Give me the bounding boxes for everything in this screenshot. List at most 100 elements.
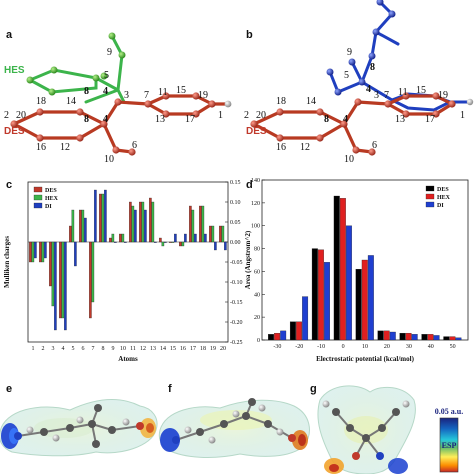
chart-c-ytick: 0.15	[230, 180, 241, 186]
svg-text:14: 14	[66, 96, 76, 107]
chart-d-bar-des	[443, 336, 450, 341]
svg-text:13: 13	[395, 114, 405, 125]
esp-surface-f	[158, 399, 310, 458]
chart-d-xtick: -10	[317, 344, 325, 350]
esp-surface-g	[317, 385, 416, 474]
chart-d-bar-di	[389, 331, 396, 341]
chart-c-legend-label: DI	[45, 204, 52, 210]
svg-text:4: 4	[343, 114, 348, 125]
chart-d-bar-hex	[296, 321, 302, 341]
chart-c-bar-des	[69, 225, 72, 243]
chart-c-bar-di	[94, 189, 97, 243]
chart-c-bar-di	[134, 209, 137, 243]
chart-c-ytick: -0.25	[230, 340, 243, 346]
panel-f: f	[158, 383, 310, 458]
panel-f-label: f	[168, 383, 172, 395]
panel-d: d 0 20 40 60 80 100 120 140 -30 -20 -10 0 10 20 30 40 50…	[244, 178, 469, 363]
svg-text:17: 17	[425, 114, 435, 125]
chart-c-bar-hex	[121, 233, 125, 243]
chart-d-bar-des	[311, 248, 318, 341]
chart-d-bar-hex	[383, 330, 390, 341]
chart-d-xtick: 30	[406, 344, 412, 350]
chart-c-bar-hex	[101, 193, 105, 243]
chart-c-xtick: 20	[220, 346, 226, 352]
chart-d-bar-hex	[361, 259, 368, 341]
chart-c-bar-di	[194, 233, 197, 243]
chart-d-bar-hex	[274, 332, 281, 341]
chart-c-xtick: 14	[160, 346, 166, 352]
chart-d-bar-di	[367, 255, 374, 341]
svg-text:15: 15	[176, 85, 186, 96]
des-atoms-b	[250, 92, 456, 156]
svg-text:12: 12	[300, 142, 310, 153]
chart-c-bar-di	[104, 189, 107, 243]
chart-c-bar-di	[84, 217, 87, 243]
chart-c-xtick: 4	[62, 346, 65, 352]
svg-text:6: 6	[372, 140, 377, 151]
chart-c-bar-hex	[131, 205, 135, 243]
svg-text:4: 4	[103, 114, 108, 125]
chart-d-legend-swatch	[425, 201, 435, 208]
chart-c-ytick: 0.05	[230, 220, 241, 226]
chart-c-bar-des	[59, 241, 62, 319]
chart-c-xtick: 3	[52, 346, 55, 352]
chart-c-bar-di	[34, 241, 37, 259]
chart-c-xtick: 2	[42, 346, 45, 352]
chart-c-legend-label: HEX	[45, 196, 59, 202]
ball-molecule-f	[172, 398, 296, 444]
svg-text:19: 19	[198, 90, 208, 101]
chart-c-ytick: -0.05	[230, 260, 243, 266]
chart-d-bar-di	[411, 334, 418, 341]
chart-d-bar-hex	[317, 249, 324, 341]
chart-c-bar-des	[189, 205, 192, 243]
panel-b: b	[244, 0, 474, 165]
chart-c-xtick: 7	[92, 346, 95, 352]
svg-text:18: 18	[276, 96, 286, 107]
chart-c-bar-des	[149, 197, 152, 243]
chart-c-bar-hex	[221, 225, 225, 243]
chart-c-ylabel: Mulliken charges	[3, 236, 11, 288]
des-tag: DES	[4, 126, 25, 137]
svg-text:10: 10	[344, 154, 354, 165]
chart-c-bar-des	[139, 201, 142, 243]
svg-text:7: 7	[384, 90, 389, 101]
esp-colorbar-label: ESP	[442, 441, 457, 450]
chart-c-legend-swatch	[33, 202, 43, 209]
chart-c-bar-hex	[51, 241, 55, 307]
svg-text:3: 3	[374, 90, 379, 101]
hes-atoms	[26, 32, 126, 96]
panel-c-label: c	[6, 179, 12, 191]
chart-d-ytick: 20	[254, 315, 260, 321]
chart-c-xtick: 17	[190, 346, 196, 352]
chart-c-xtick: 1	[32, 346, 35, 352]
chart-d-ytick: 0	[257, 338, 260, 344]
svg-text:2: 2	[244, 110, 249, 121]
chart-d-bar-des	[268, 334, 274, 341]
chart-c-bar-di	[174, 233, 177, 243]
chart-c-bar-des	[179, 241, 182, 247]
svg-text:8: 8	[84, 86, 89, 97]
panel-d-label: d	[246, 179, 253, 191]
svg-text:17: 17	[185, 114, 195, 125]
chart-d-ytick: 80	[254, 247, 260, 253]
chart-c-plot: 0.15 0.10 0.05 0.00 -0.05 -0.10 -0.15 -0.20 -0.2…	[28, 180, 243, 352]
chart-d-xlabel: Electrostatic potential (kcal/mol)	[316, 355, 415, 363]
chart-d-xtick: 50	[450, 344, 456, 350]
chart-d-legend-swatch	[425, 193, 435, 200]
chart-d-xtick: 10	[362, 344, 368, 350]
svg-text:12: 12	[60, 142, 70, 153]
esp-colorbar-top: 0.05 a.u.	[435, 407, 463, 416]
chart-d-bar-hex	[405, 332, 412, 341]
chart-c-bar-des	[159, 237, 162, 243]
svg-text:8: 8	[324, 114, 329, 125]
chart-c-bar-des	[39, 241, 42, 263]
chart-c-bar-hex	[41, 241, 45, 263]
chart-c-bar-hex	[81, 209, 85, 243]
svg-text:5: 5	[344, 70, 349, 81]
chart-c-xtick: 12	[140, 346, 146, 352]
chart-c-bar-hex	[71, 209, 75, 243]
chart-c-ytick: -0.10	[230, 280, 243, 286]
svg-text:14: 14	[306, 96, 316, 107]
chart-d-ylabel: Area (Angstrom^2)	[244, 230, 252, 289]
chart-d-plot: 0 20 40 60 80 100 120 140 -30 -20 -10 0 10 20 30 40 50 DE…	[251, 178, 462, 350]
